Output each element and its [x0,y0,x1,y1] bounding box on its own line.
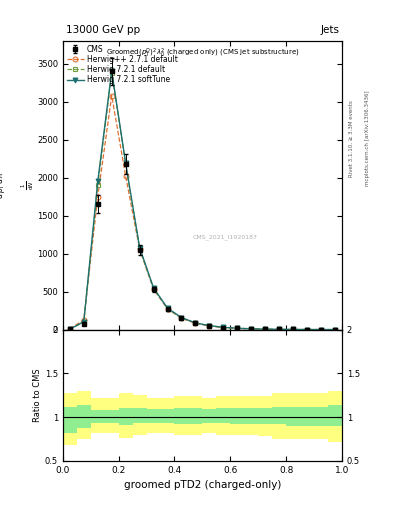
Line: Herwig 7.2.1 softTune: Herwig 7.2.1 softTune [68,69,337,332]
Herwig 7.2.1 default [263,326,268,332]
Herwig 7.2.1 default [235,325,240,331]
Herwig 7.2.1 default [249,326,253,332]
Herwig 7.2.1 default [81,319,86,325]
Y-axis label: Ratio to CMS: Ratio to CMS [33,369,42,422]
Y-axis label: $\mathrm{d}^2N$
$\mathrm{d}\,p_T\,\mathrm{d}\,\lambda$

$\frac{1}{\mathrm{d}N}$: $\mathrm{d}^2N$ $\mathrm{d}\,p_T\,\mathr… [0,172,35,199]
Herwig 7.2.1 softTune [137,245,142,251]
Herwig++ 2.7.1 default [319,327,323,333]
Herwig++ 2.7.1 default [179,315,184,322]
Herwig 7.2.1 softTune [151,285,156,291]
Herwig 7.2.1 default [319,327,323,333]
Herwig++ 2.7.1 default [123,173,128,179]
Text: Rivet 3.1.10, ≥ 3.3M events: Rivet 3.1.10, ≥ 3.3M events [349,100,354,177]
Herwig++ 2.7.1 default [81,316,86,323]
Herwig 7.2.1 softTune [277,326,281,332]
Herwig++ 2.7.1 default [68,326,72,332]
Herwig 7.2.1 softTune [332,327,337,333]
Herwig 7.2.1 softTune [291,326,296,332]
Herwig 7.2.1 softTune [81,318,86,325]
Herwig++ 2.7.1 default [137,246,142,252]
Herwig 7.2.1 softTune [179,314,184,321]
Herwig 7.2.1 default [137,245,142,251]
Herwig 7.2.1 softTune [319,327,323,333]
Herwig++ 2.7.1 default [109,93,114,99]
Herwig++ 2.7.1 default [263,326,268,332]
Herwig 7.2.1 default [179,315,184,321]
Herwig++ 2.7.1 default [277,326,281,332]
Herwig++ 2.7.1 default [95,194,100,200]
Line: Herwig 7.2.1 default: Herwig 7.2.1 default [68,71,337,332]
Herwig 7.2.1 default [151,286,156,292]
Herwig++ 2.7.1 default [235,326,240,332]
Herwig 7.2.1 default [109,70,114,76]
Herwig 7.2.1 default [193,320,198,326]
Legend: CMS, Herwig++ 2.7.1 default, Herwig 7.2.1 default, Herwig 7.2.1 softTune: CMS, Herwig++ 2.7.1 default, Herwig 7.2.… [65,43,179,86]
Herwig++ 2.7.1 default [193,320,198,326]
Line: Herwig++ 2.7.1 default: Herwig++ 2.7.1 default [68,93,337,332]
Text: mcplots.cern.ch [arXiv:1306.3436]: mcplots.cern.ch [arXiv:1306.3436] [365,91,370,186]
Herwig 7.2.1 default [277,326,281,332]
Herwig 7.2.1 default [221,324,226,330]
Text: Jets: Jets [320,25,339,35]
Herwig 7.2.1 softTune [95,178,100,184]
Herwig 7.2.1 softTune [207,323,212,329]
Herwig++ 2.7.1 default [207,323,212,329]
Herwig 7.2.1 default [165,306,170,312]
Herwig 7.2.1 softTune [235,325,240,331]
Herwig++ 2.7.1 default [249,326,253,332]
Herwig 7.2.1 default [291,326,296,332]
Text: CMS_2021_I1920187: CMS_2021_I1920187 [192,234,257,240]
Herwig 7.2.1 default [207,323,212,329]
Herwig++ 2.7.1 default [291,327,296,333]
Herwig 7.2.1 softTune [68,326,72,332]
Herwig 7.2.1 softTune [109,68,114,74]
Herwig++ 2.7.1 default [305,327,309,333]
X-axis label: groomed pTD2 (charged-only): groomed pTD2 (charged-only) [124,480,281,490]
Herwig 7.2.1 default [305,327,309,333]
Herwig 7.2.1 softTune [123,160,128,166]
Herwig 7.2.1 softTune [221,324,226,330]
Herwig 7.2.1 softTune [193,320,198,326]
Herwig 7.2.1 default [123,161,128,167]
Herwig++ 2.7.1 default [165,306,170,312]
Herwig 7.2.1 default [95,182,100,188]
Herwig 7.2.1 softTune [165,305,170,311]
Text: 13000 GeV pp: 13000 GeV pp [66,25,140,35]
Herwig++ 2.7.1 default [221,325,226,331]
Herwig++ 2.7.1 default [151,286,156,292]
Herwig 7.2.1 softTune [305,327,309,333]
Text: Groomed$(p_T^D)^2\lambda_0^2$ (charged only) (CMS jet substructure): Groomed$(p_T^D)^2\lambda_0^2$ (charged o… [106,47,299,60]
Herwig 7.2.1 default [68,326,72,332]
Herwig 7.2.1 default [332,327,337,333]
Herwig++ 2.7.1 default [332,327,337,333]
Herwig 7.2.1 softTune [263,326,268,332]
Herwig 7.2.1 softTune [249,326,253,332]
